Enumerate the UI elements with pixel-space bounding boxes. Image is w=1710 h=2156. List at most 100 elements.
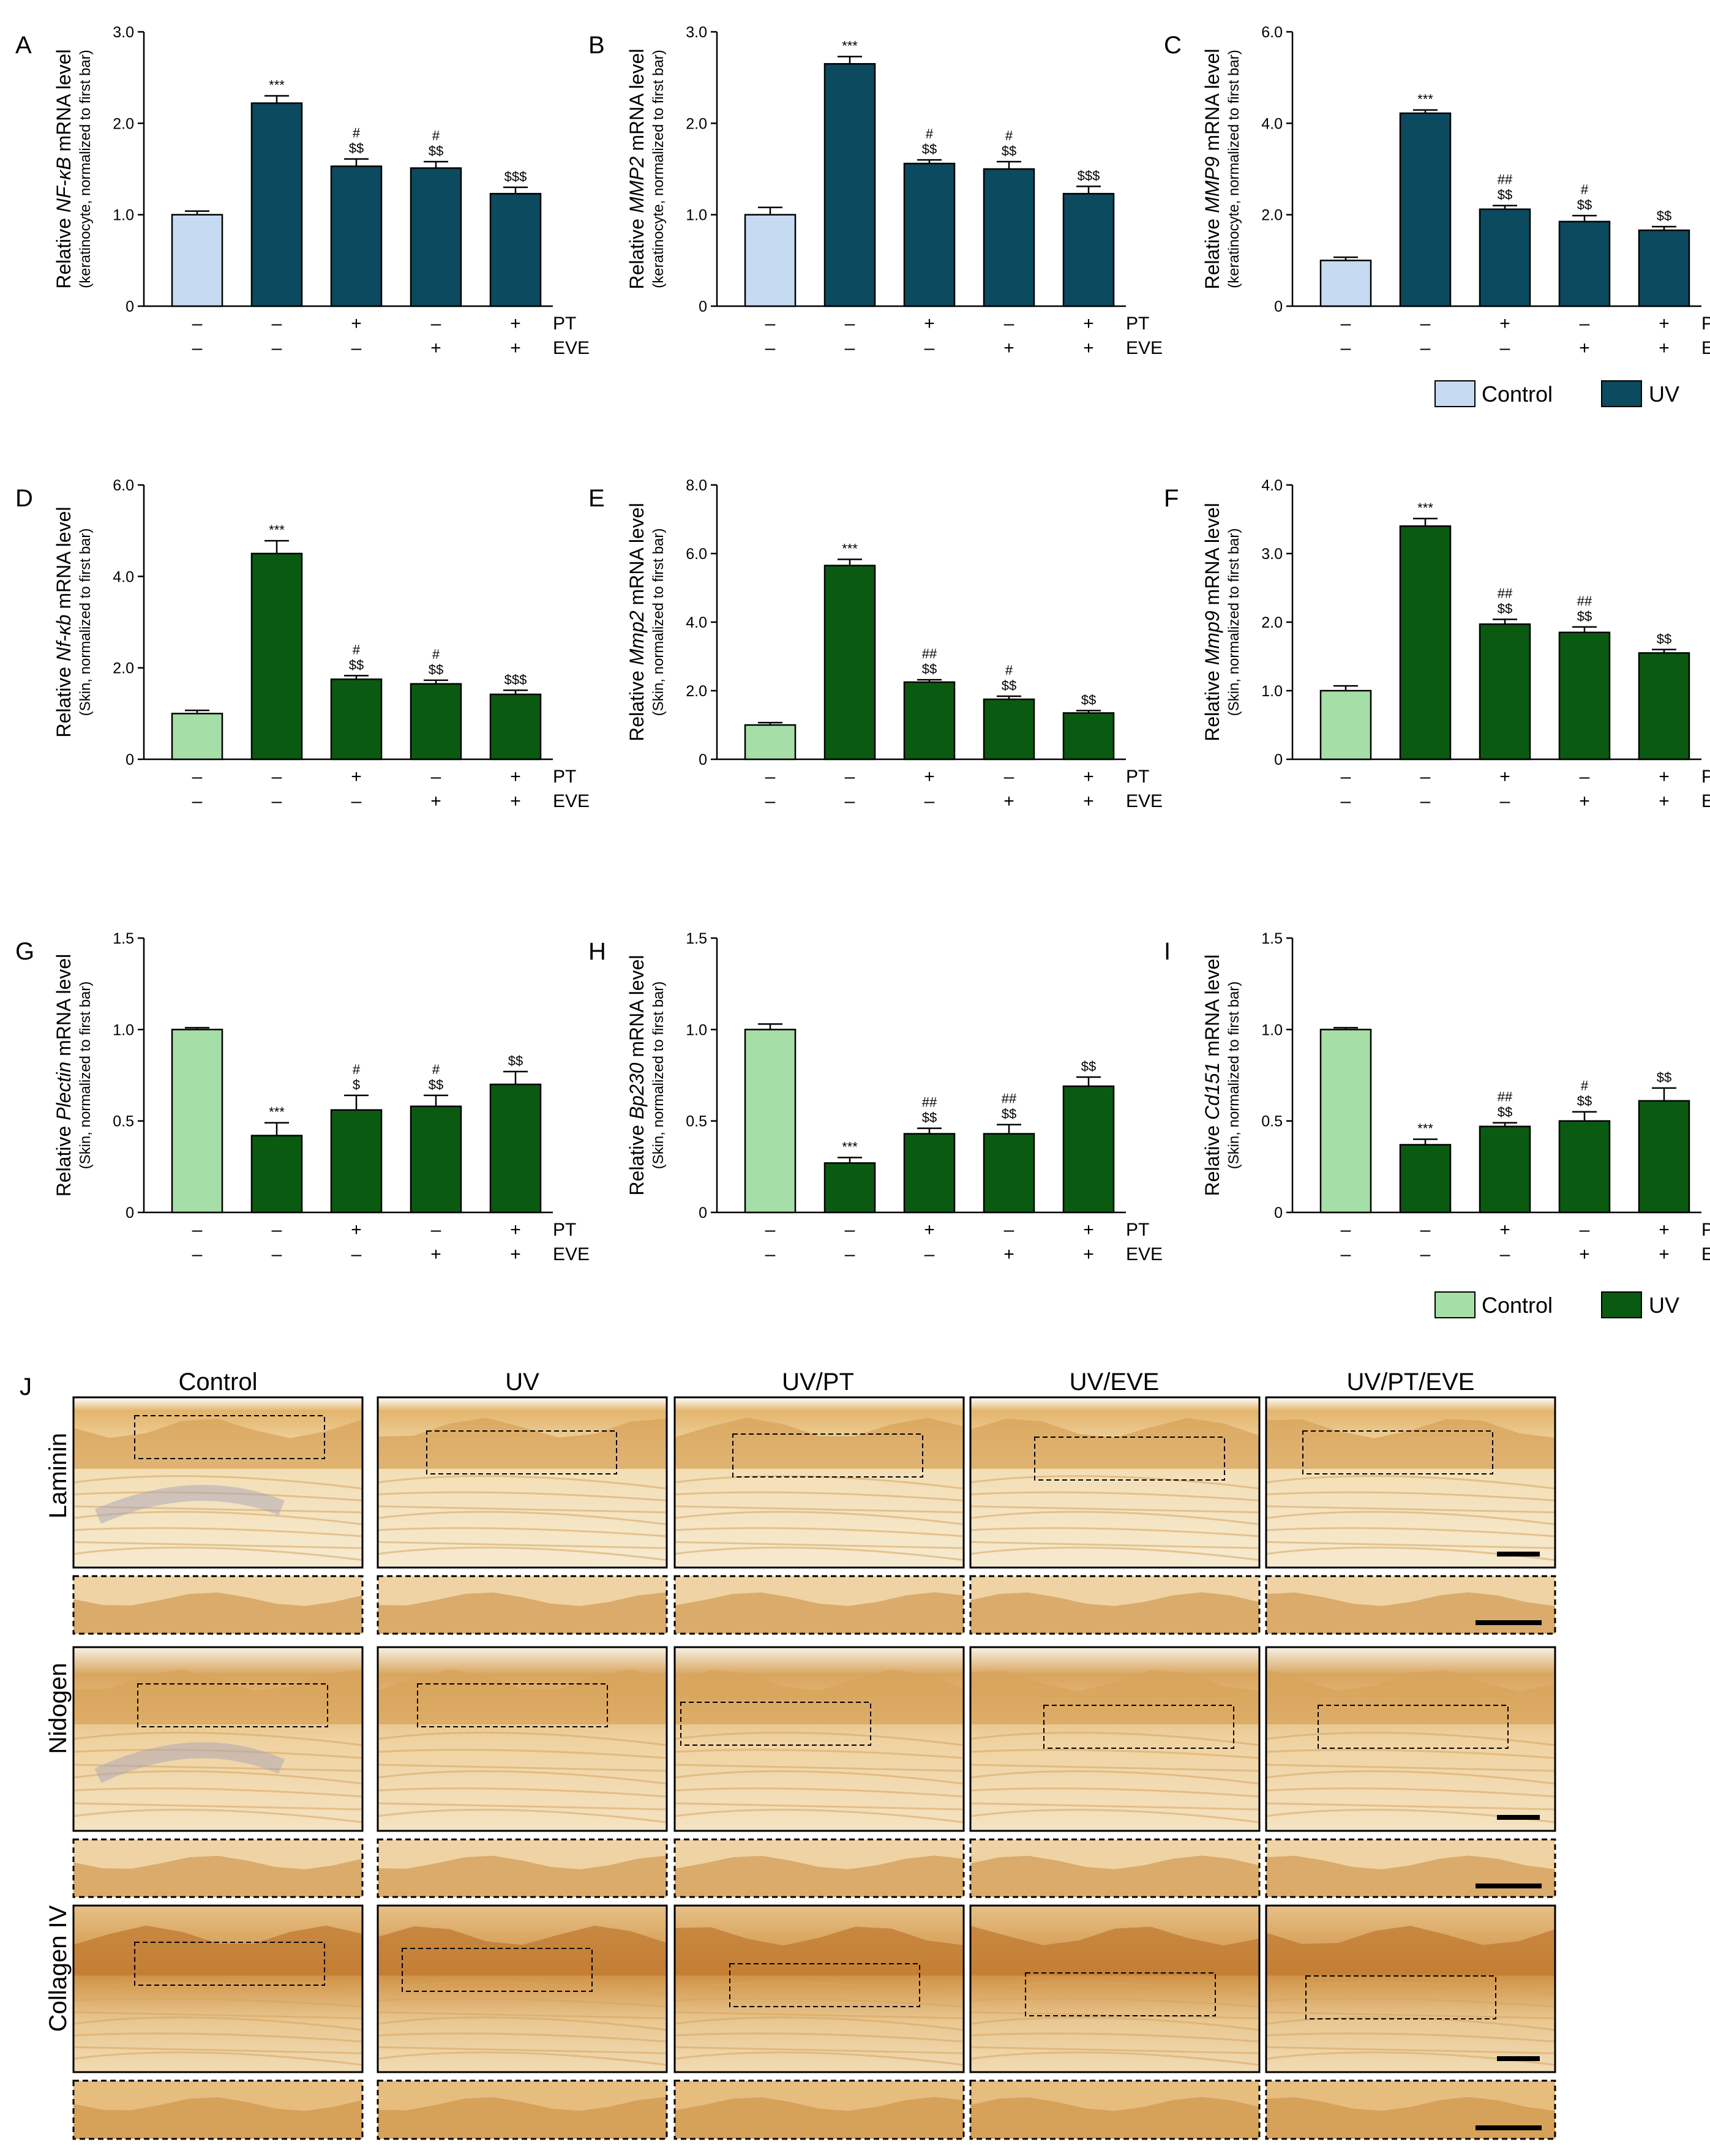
significance-label: ##: [922, 646, 937, 661]
inset-frame: [72, 2079, 364, 2140]
dermal-fiber: [1266, 1763, 1556, 1772]
eve-row-label: EVE: [1701, 338, 1710, 358]
inset-r2-c4: [1265, 2079, 1556, 2140]
bar: [410, 167, 462, 307]
pt-sign: –: [1420, 1220, 1431, 1240]
inset-region-box: [1305, 1975, 1496, 2019]
eve-sign: +: [430, 1244, 441, 1264]
significance-label: #: [432, 128, 440, 143]
bar: [410, 1105, 462, 1214]
pt-sign: +: [1659, 767, 1670, 787]
y-tick-label: 6.0: [686, 546, 707, 563]
inset-frame: [969, 2079, 1261, 2140]
eve-sign: –: [765, 338, 776, 358]
pt-sign: +: [1659, 1220, 1670, 1240]
y-axis-label-gene: MMP2: [626, 156, 648, 213]
y-axis-label: Relative NF-κB mRNA level: [53, 49, 75, 288]
eve-sign: +: [1003, 338, 1014, 358]
dermal-fiber: [1266, 1770, 1556, 1785]
y-axis-label-suffix: mRNA level: [626, 49, 648, 157]
significance-label: #: [432, 1062, 440, 1077]
inset-basement-layer: [378, 1855, 667, 1897]
panel-letter-E: E: [588, 485, 605, 512]
pt-row-label: PT: [1701, 767, 1710, 787]
significance-label: $$: [1657, 631, 1671, 647]
micrograph-frame: [1265, 1904, 1556, 2073]
micrograph-frame: [1265, 1396, 1556, 1569]
eve-sign: –: [1500, 1244, 1510, 1264]
dermal-fiber: [970, 1802, 1260, 1811]
significance-label: ##: [922, 1095, 937, 1110]
significance-label: #: [1005, 128, 1013, 143]
eve-sign: –: [1420, 791, 1431, 811]
dermal-fiber: [674, 1981, 964, 1996]
dermal-fiber: [73, 1981, 363, 1996]
dermal-fiber: [1266, 1749, 1556, 1759]
pt-sign: +: [510, 767, 521, 787]
dermal-fiber: [377, 1511, 667, 1525]
significance-label: #: [1581, 1078, 1589, 1094]
eve-sign: –: [351, 791, 362, 811]
dermal-fiber: [674, 1809, 964, 1824]
dermal-fiber: [674, 2016, 964, 2031]
inset-frame: [377, 1575, 668, 1635]
pt-sign: –: [431, 1220, 441, 1240]
row-label-laminin: Laminin: [45, 1433, 72, 1519]
eve-sign: +: [510, 338, 521, 358]
eve-row-label: EVE: [553, 1244, 590, 1264]
y-axis-sublabel: (Skin, normalized to first bar): [1226, 982, 1242, 1170]
dermal-fiber: [377, 1997, 667, 2008]
epidermis-layer: [378, 1669, 667, 1724]
y-tick-label: 0: [1274, 298, 1283, 315]
column-title-control: Control: [179, 1369, 258, 1395]
micrograph-frame: [377, 1646, 668, 1832]
epidermis-layer: [73, 1925, 362, 1976]
y-tick-label: 1.0: [1261, 1021, 1283, 1039]
significance-label: $$: [1577, 197, 1592, 212]
epidermis-layer: [970, 1670, 1259, 1724]
micrograph-r1-c3: [969, 1646, 1261, 1832]
histology-row-labels: Laminin Nidogen Collagen IV: [45, 1433, 72, 2032]
inset-frame: [673, 1838, 965, 1898]
inset-r1-c2: [673, 1838, 965, 1898]
y-axis-label-suffix: mRNA level: [53, 507, 75, 615]
dermal-fiber: [1266, 1732, 1556, 1746]
significance-label: $$: [429, 662, 443, 677]
bar: [744, 1029, 797, 1214]
significance-label: ***: [842, 541, 858, 557]
eve-sign: –: [272, 791, 282, 811]
y-tick-label: 4.0: [113, 568, 134, 585]
inset-r2-c1: [377, 2079, 668, 2140]
y-axis-sublabel: (keratinocyte, normalized to first bar): [1226, 50, 1242, 288]
micrograph-r0-c4: [1265, 1396, 1556, 1569]
dermal-fiber: [970, 1749, 1260, 1759]
bar: [250, 552, 303, 761]
bar: [489, 1083, 542, 1214]
inset-frame: [969, 1575, 1261, 1635]
dermal-fiber: [674, 2011, 964, 2019]
significance-label: #: [353, 126, 361, 141]
eve-sign: +: [1083, 338, 1094, 358]
eve-sign: –: [1500, 791, 1510, 811]
dermal-fiber: [1266, 1541, 1556, 1549]
inset-region-box: [680, 1702, 871, 1746]
inset-region-box: [426, 1430, 617, 1474]
y-axis-label-gene: NF-κB: [53, 157, 75, 212]
dermal-fiber: [970, 1770, 1260, 1785]
epidermis-layer: [1266, 1669, 1555, 1724]
significance-label: $$: [1577, 1094, 1592, 1109]
bar: [489, 693, 542, 761]
y-axis-sublabel: (keratinocyte, normalized to first bar): [77, 50, 94, 288]
basement-membrane-stain: [94, 1484, 285, 1524]
inset-frame: [673, 1575, 965, 1635]
pt-sign: +: [1083, 1220, 1094, 1240]
bar: [1479, 623, 1531, 761]
dermal-fiber: [970, 2032, 1260, 2043]
eve-sign: +: [1579, 791, 1590, 811]
dermal-fiber: [1266, 1505, 1556, 1514]
epidermis-layer: [378, 1925, 667, 1976]
panel-letter-G: G: [15, 938, 34, 965]
dermal-fiber: [674, 1787, 964, 1798]
eve-sign: +: [1659, 338, 1670, 358]
chart-panel-H: H Relative Bp230 mRNA level (Skin, normali…: [588, 930, 1163, 1264]
